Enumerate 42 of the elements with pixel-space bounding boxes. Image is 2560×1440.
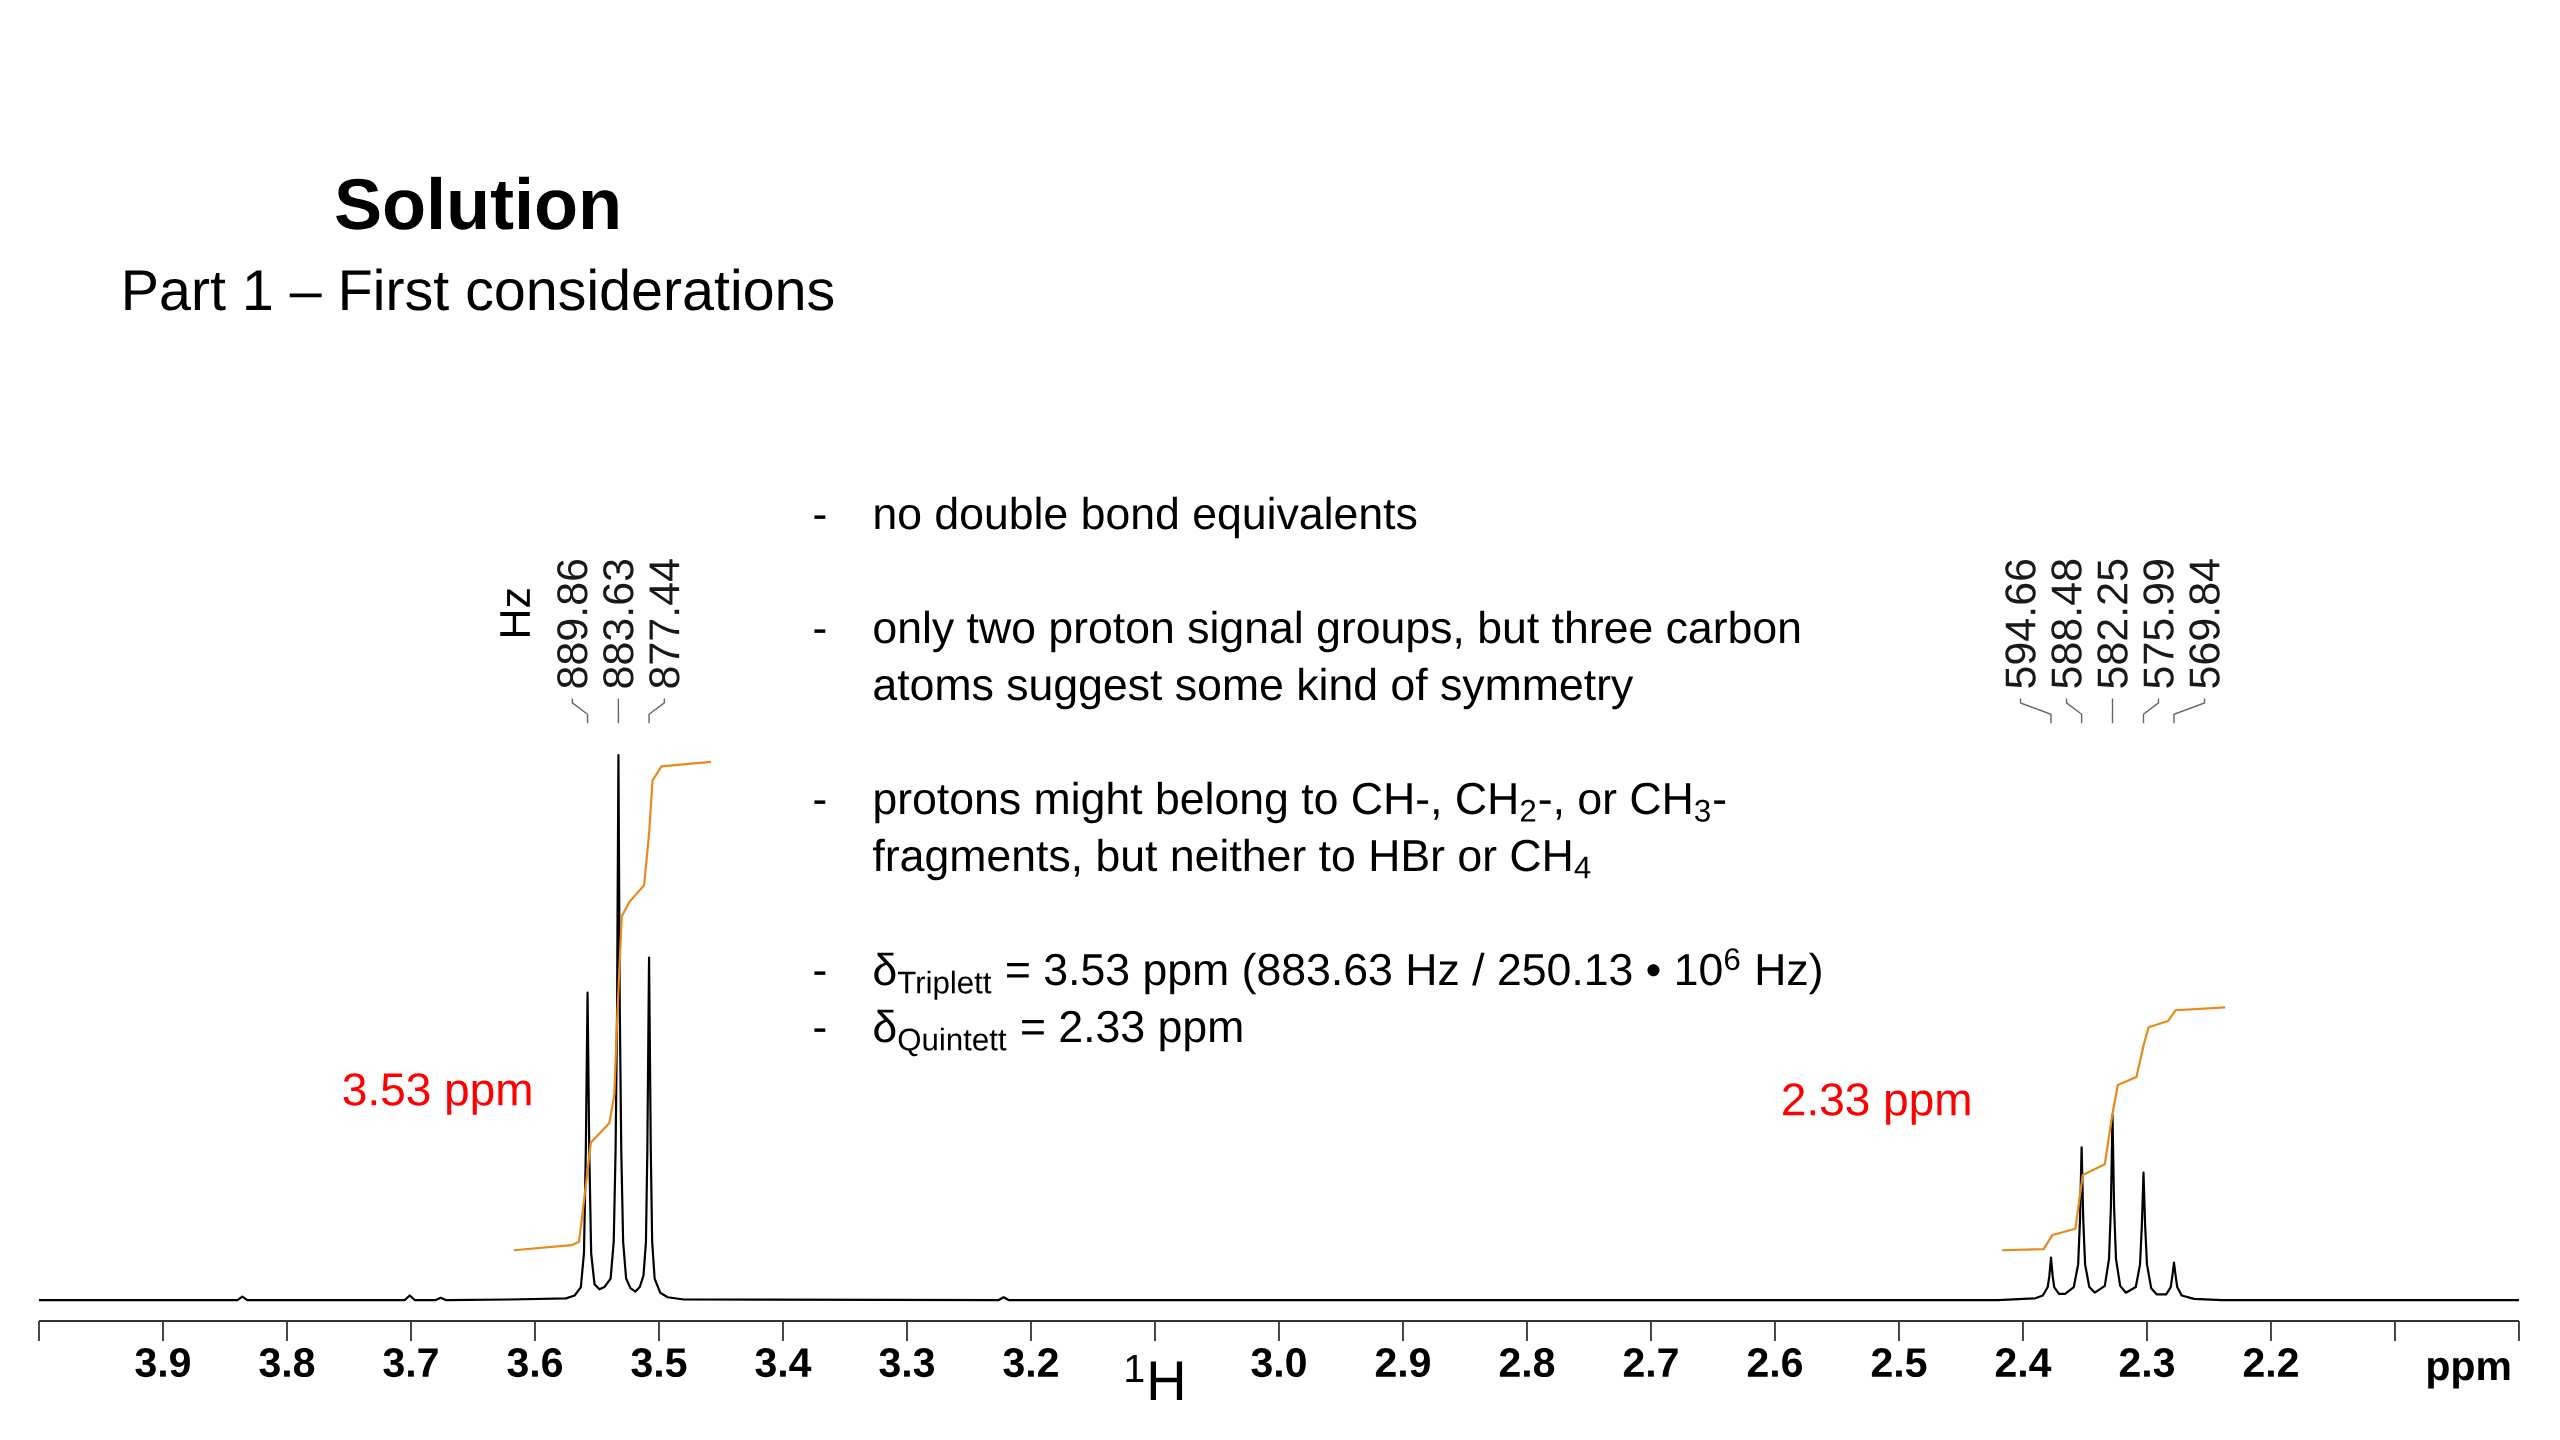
x-tick-label: 3.3 — [879, 1348, 934, 1378]
text: no double bond equivalents — [875, 496, 1417, 539]
annotation: - — [814, 800, 826, 804]
x-tick-label: 2.6 — [1747, 1348, 1802, 1378]
text: $^{1}$H — [1126, 1354, 1183, 1400]
text: 582.25 — [2097, 559, 2128, 688]
chart-title: Solution — [336, 176, 618, 230]
x-tick-label: 3.9 — [135, 1348, 190, 1378]
x-tick-label: 2.8 — [1499, 1348, 1555, 1378]
annotation: - — [814, 1028, 826, 1032]
x-tick-label: 2.7 — [1623, 1348, 1678, 1377]
text: - — [814, 515, 826, 519]
x-tick-label: 3.5 — [631, 1348, 687, 1378]
x-tick-label: 2.9 — [1375, 1348, 1430, 1378]
x-tick-label: 3.2 — [1003, 1348, 1058, 1378]
text: Hz — [500, 589, 530, 637]
text: 594.66 — [2005, 559, 2036, 688]
annotation: δ$_{Quintett}$ = 2.33 ppm — [874, 1009, 1242, 1057]
x-tick-label: 3.0 — [1251, 1348, 1306, 1378]
x-tick-label: 2.3 — [2119, 1348, 2174, 1378]
text: 569.84 — [2189, 559, 2220, 688]
text: 575.99 — [2143, 560, 2174, 688]
annotation: - — [814, 971, 826, 975]
text: 877.44 — [649, 559, 680, 688]
text: only two proton signal groups, but three carbon atoms suggest some kind of symmetry — [874, 610, 1800, 710]
annotation: 2.33 ppm — [1783, 1083, 1970, 1125]
x-tick-label: 2.2 — [2243, 1348, 2298, 1377]
text: protons might belong to CH-, CH$_{2}$-, or CH$_{3}$-fragments, but neither to HBr or CH$_{4}$ — [873, 781, 1726, 881]
x-tick-label: 3.7 — [383, 1348, 438, 1378]
x-tick-label: 2.5 — [1871, 1348, 1927, 1378]
annotation: δ$_{Triplett}$ = 3.53 ppm (883.63 Hz / 250.13 • 10$^{6}$ Hz) — [874, 948, 1821, 1000]
text: 588.48 — [2051, 559, 2082, 688]
chart-subtitle: Part 1 – First considerations — [125, 268, 834, 311]
annotation: 3.53 ppm — [343, 1073, 531, 1115]
x-tick-label: 3.6 — [507, 1348, 562, 1378]
x-axis-title: ppm — [2428, 1357, 2510, 1389]
x-tick-label: 3.4 — [755, 1348, 812, 1378]
text: - — [814, 629, 826, 633]
text: 883.63 — [603, 559, 634, 688]
text: 889.86 — [557, 559, 588, 688]
x-tick-label: 2.4 — [1995, 1348, 2052, 1377]
x-tick-label: 3.8 — [259, 1348, 315, 1378]
